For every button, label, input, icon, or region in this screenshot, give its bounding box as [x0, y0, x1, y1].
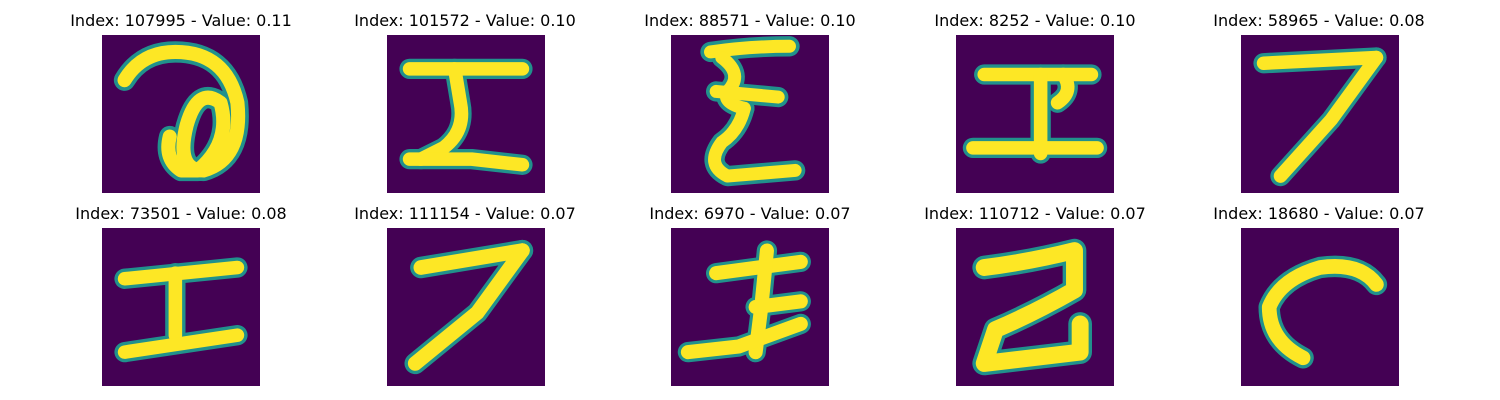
glyph-stroke: [680, 243, 808, 360]
panel-title: Index: 101572 - Value: 0.10: [354, 11, 576, 30]
panel-title: Index: 111154 - Value: 0.07: [354, 204, 576, 223]
glyph-image: [956, 228, 1114, 386]
glyph-stroke: [975, 242, 1089, 372]
panel-title: Index: 58965 - Value: 0.08: [1213, 11, 1425, 30]
glyph-image: [671, 35, 829, 193]
glyph-stroke: [402, 62, 530, 172]
glyph-stroke: [117, 44, 246, 178]
glyph-stroke: [704, 39, 802, 183]
panel-title: Index: 110712 - Value: 0.07: [924, 204, 1146, 223]
glyph-stroke: [966, 67, 1104, 161]
glyph-stroke: [1256, 50, 1384, 183]
glyph-image: [671, 228, 829, 386]
glyph-stroke: [1261, 259, 1384, 366]
glyph-image: [102, 228, 260, 386]
glyph-image: [387, 35, 545, 193]
glyph-image: [1241, 35, 1399, 193]
panel-title: Index: 6970 - Value: 0.07: [649, 204, 851, 223]
glyph-stroke: [407, 243, 530, 371]
glyph-image: [956, 35, 1114, 193]
panel-title: Index: 73501 - Value: 0.08: [75, 204, 287, 223]
glyph-image: [102, 35, 260, 193]
panel-title: Index: 88571 - Value: 0.10: [644, 11, 856, 30]
panel-title: Index: 8252 - Value: 0.10: [934, 11, 1136, 30]
glyph-image: [387, 228, 545, 386]
panel-title: Index: 107995 - Value: 0.11: [70, 11, 292, 30]
glyph-stroke: [117, 260, 245, 359]
glyph-image: [1241, 228, 1399, 386]
panel-title: Index: 18680 - Value: 0.07: [1213, 204, 1425, 223]
